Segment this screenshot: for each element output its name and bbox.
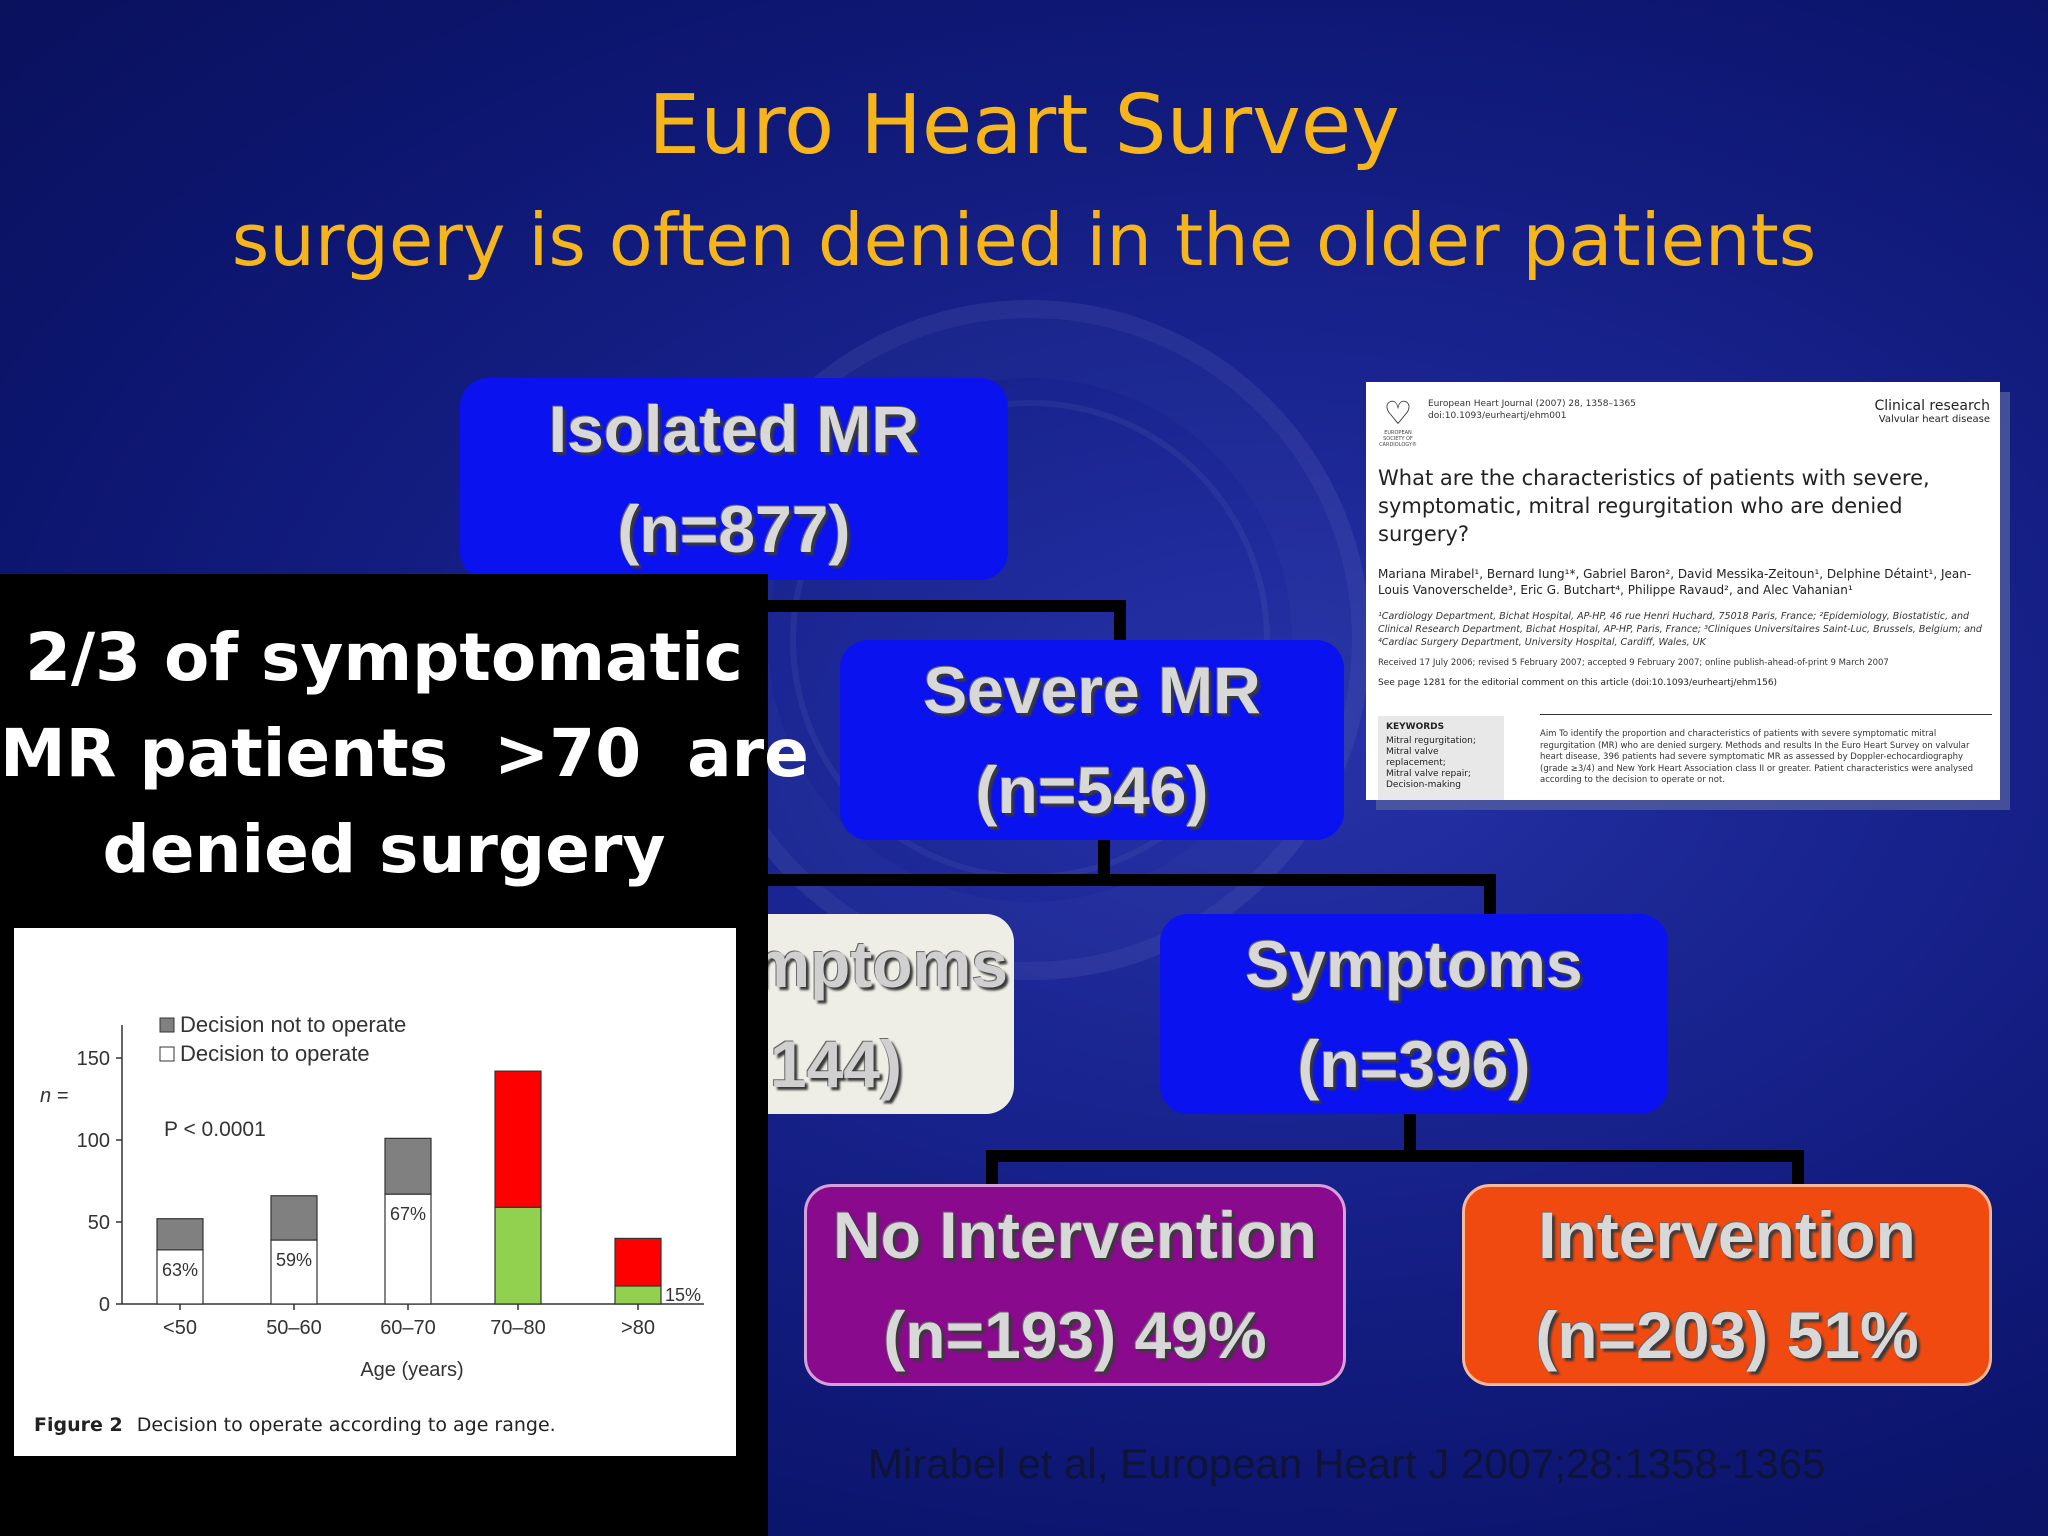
- node-no-intervention: No Intervention (n=193) 49%: [804, 1184, 1346, 1386]
- node-no-intervention-label: No Intervention: [832, 1198, 1317, 1272]
- callout-text: 2/3 of symptomatic MR patients >70 are d…: [0, 610, 809, 898]
- node-severe-count: (n=546): [975, 753, 1209, 827]
- figure-caption: Figure 2 Decision to operate according to…: [34, 1414, 556, 1436]
- bar-segment: [614, 1237, 662, 1287]
- article-journal-line1: European Heart Journal (2007) 28, 1358–1…: [1428, 399, 1636, 409]
- article-title: What are the characteristics of patients…: [1378, 466, 1930, 546]
- legend-swatch-not-operate: [159, 1017, 175, 1033]
- x-tick-label: 50–60: [266, 1317, 322, 1339]
- bar-segment: [270, 1239, 318, 1305]
- article-journal-line2: doi:10.1093/eurheartj/ehm001: [1428, 411, 1567, 421]
- bar-segment: [384, 1193, 432, 1305]
- node-symptoms: Symptoms (n=396): [1160, 914, 1668, 1114]
- keywords-label: KEYWORDS: [1386, 722, 1445, 732]
- article-editorial-note: See page 1281 for the editorial comment …: [1378, 678, 1778, 688]
- node-severe-label: Severe MR: [923, 653, 1261, 727]
- callout-line3: denied surgery: [102, 811, 666, 888]
- legend-label: Decision to operate: [180, 1041, 370, 1066]
- y-tick-label: 100: [77, 1130, 110, 1152]
- esc-logo-text: EUROPEAN SOCIETY OF CARDIOLOGY®: [1379, 430, 1417, 448]
- node-no-symptoms-count: 144): [769, 1027, 902, 1101]
- bar-percent-label: 59%: [276, 1250, 312, 1270]
- bar-segment: [384, 1137, 432, 1195]
- x-tick-label: 70–80: [490, 1317, 546, 1339]
- p-value-annotation: P < 0.0001: [164, 1118, 266, 1141]
- node-isolated-count: (n=877): [617, 492, 851, 566]
- citation: Mirabel et al, European Heart J 2007;28:…: [868, 1440, 1826, 1487]
- node-symptoms-count: (n=396): [1297, 1027, 1531, 1101]
- article-received: Received 17 July 2006; revised 5 Februar…: [1378, 658, 1889, 668]
- article-subsection-label: Valvular heart disease: [1878, 414, 1990, 425]
- x-tick-label: <50: [163, 1317, 197, 1339]
- article-abstract: Aim To identify the proportion and chara…: [1540, 714, 1992, 787]
- node-no-symptoms-label: mptoms: [751, 927, 1008, 1001]
- article-journal: European Heart Journal (2007) 28, 1358–1…: [1428, 398, 1636, 422]
- callout-line2: MR patients >70 are: [0, 715, 809, 792]
- y-axis-label: n =: [40, 1085, 68, 1107]
- node-intervention-label: Intervention: [1538, 1198, 1916, 1272]
- x-axis-label: Age (years): [360, 1359, 463, 1381]
- y-tick-label: 0: [99, 1294, 110, 1316]
- node-isolated-label: Isolated MR: [548, 392, 920, 466]
- figure-caption-label: Figure 2: [34, 1414, 123, 1436]
- bar-percent-label: 67%: [390, 1204, 426, 1224]
- bar-segment: [614, 1285, 662, 1305]
- age-chart: 0 50 100 150 n = <50 63% 50–60 59% 60–70 67% 70–80 >…: [40, 1012, 704, 1381]
- bar-percent-label: 15%: [665, 1285, 701, 1305]
- keyword-item: Mitral regurgitation;: [1386, 736, 1476, 746]
- node-no-symptoms: mptoms 144): [640, 914, 1014, 1114]
- heart-logo-icon: ♡: [1383, 394, 1413, 432]
- article-authors: Mariana Mirabel¹, Bernard Iung¹*, Gabrie…: [1378, 567, 1972, 597]
- node-isolated-mr: Isolated MR (n=877): [460, 378, 1008, 580]
- x-tick-label: >80: [621, 1317, 655, 1339]
- bar-segment: [494, 1070, 542, 1208]
- keyword-item: Mitral valve repair;: [1386, 769, 1471, 779]
- node-intervention: Intervention (n=203) 51%: [1462, 1184, 1992, 1386]
- article-affiliations: ¹Cardiology Department, Bichat Hospital,…: [1378, 611, 1982, 648]
- bar-segment: [494, 1206, 542, 1305]
- keyword-item: Mitral valve replacement;: [1386, 747, 1446, 768]
- article-keywords: KEYWORDS Mitral regurgitation; Mitral va…: [1378, 716, 1504, 800]
- bar-segment: [156, 1218, 204, 1251]
- article-section: Clinical research Valvular heart disease: [1875, 398, 1991, 425]
- connector-severe-split: [744, 824, 1496, 930]
- bar-percent-label: 63%: [162, 1260, 198, 1280]
- figure-caption-text: Decision to operate according to age ran…: [136, 1414, 556, 1436]
- slide-subtitle: surgery is often denied in the older pat…: [231, 198, 1817, 282]
- esc-logo: ♡ EUROPEAN SOCIETY OF CARDIOLOGY®: [1378, 396, 1418, 448]
- age-chart-figure: 0 50 100 150 n = <50 63% 50–60 59% 60–70 67% 70–80 >…: [14, 928, 736, 1456]
- article-clipping: ♡ EUROPEAN SOCIETY OF CARDIOLOGY® Europe…: [1366, 382, 2000, 800]
- node-symptoms-label: Symptoms: [1245, 927, 1583, 1001]
- legend-label: Decision not to operate: [180, 1012, 406, 1037]
- node-intervention-count: (n=203) 51%: [1535, 1298, 1919, 1372]
- node-severe-mr: Severe MR (n=546): [840, 640, 1344, 840]
- legend-swatch-operate: [159, 1046, 175, 1062]
- y-tick-label: 150: [77, 1048, 110, 1070]
- callout-line1: 2/3 of symptomatic: [25, 619, 743, 696]
- node-no-intervention-count: (n=193) 49%: [883, 1298, 1267, 1372]
- article-section-label: Clinical research: [1874, 398, 1991, 414]
- keyword-item: Decision-making: [1386, 780, 1461, 790]
- slide-title: Euro Heart Survey: [648, 78, 1400, 173]
- y-tick-label: 50: [88, 1212, 110, 1234]
- x-tick-label: 60–70: [380, 1317, 436, 1339]
- bar-segment: [270, 1195, 318, 1241]
